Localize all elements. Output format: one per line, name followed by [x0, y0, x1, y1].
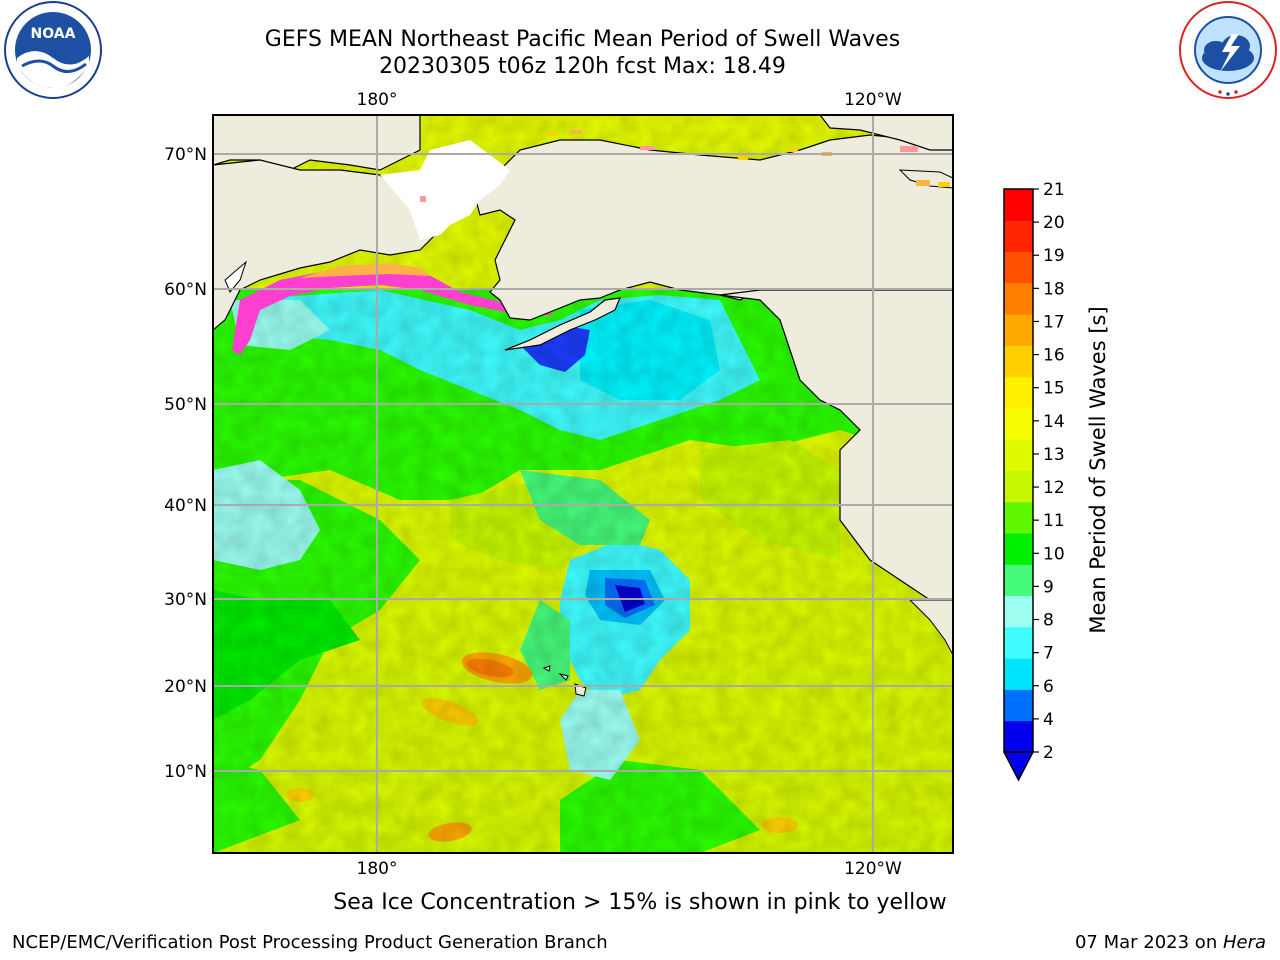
colorbar-tick-label: 13: [1043, 445, 1065, 465]
colorbar-tick-label: 7: [1043, 644, 1054, 664]
lon-label-bottom-120w: 120°W: [844, 859, 902, 879]
colorbar: 21 20 19 18 17 16 15 14 13 12 11 10 9 8 7 6 4 2: [1002, 180, 1065, 782]
colorbar-swatch: [1004, 439, 1033, 471]
footer-date-text: 07 Mar 2023 on: [1074, 932, 1223, 953]
colorbar-tick-label: 11: [1043, 511, 1065, 531]
colorbar-swatch: [1004, 189, 1033, 221]
colorbar-tick-label: 16: [1043, 346, 1065, 366]
colorbar-swatch: [1004, 314, 1033, 346]
colorbar-outline: [1003, 188, 1034, 753]
footer-host: Hera: [1222, 932, 1266, 953]
colorbar-swatch: [1004, 501, 1033, 534]
colorbar-label: Mean Period of Swell Waves [s]: [1086, 306, 1110, 633]
chart-title: GEFS MEAN Northeast Pacific Mean Period …: [264, 27, 901, 52]
colorbar-tick-label: 17: [1043, 312, 1065, 332]
colorbar-swatch: [1004, 658, 1033, 690]
footer-date: 07 Mar 2023 on Hera: [1075, 932, 1266, 953]
footer-credit: NCEP/EMC/Verification Post Processing Pr…: [12, 932, 608, 953]
noaa-logo: NOAA: [4, 1, 102, 99]
colorbar-tick-label: 4: [1043, 710, 1054, 730]
gridlines: [213, 115, 953, 853]
colorbar-tick-label: 9: [1043, 577, 1054, 597]
colorbar-tick-label: 20: [1043, 213, 1065, 233]
map-frame: [212, 114, 954, 854]
sea-ice-note: Sea Ice Concentration > 15% is shown in …: [0, 890, 1280, 915]
colorbar-tick-label: 10: [1043, 544, 1065, 564]
lat-label-70n: 70°N: [164, 145, 207, 165]
colorbar-tick-label: 15: [1043, 379, 1065, 399]
colorbar-swatch: [1004, 376, 1033, 409]
lat-label-10n: 10°N: [164, 762, 207, 782]
colorbar-tick-label: 8: [1043, 611, 1054, 631]
colorbar-swatch: [1004, 407, 1033, 440]
colorbar-swatch: [1004, 345, 1033, 378]
lat-label-40n: 40°N: [164, 496, 207, 516]
colorbar-tick-label: 21: [1043, 180, 1065, 200]
colorbar-swatch: [1004, 220, 1033, 253]
lat-label-20n: 20°N: [164, 677, 207, 697]
colorbar-tick-label: 2: [1043, 743, 1054, 763]
colorbar-swatch: [1004, 533, 1033, 565]
sea-ice-note-text: Sea Ice Concentration > 15% is shown in …: [333, 890, 947, 915]
colorbar-tick-label: 6: [1043, 677, 1054, 697]
colorbar-swatch: [1004, 564, 1033, 597]
map-field: [213, 115, 953, 853]
lat-label-50n: 50°N: [164, 395, 207, 415]
colorbar-swatch: [1004, 626, 1033, 659]
lon-label-top-120w: 120°W: [844, 90, 902, 110]
colorbar-tick-label: 12: [1043, 478, 1065, 498]
colorbar-swatch: [1004, 251, 1033, 284]
lon-label-top-180: 180°: [357, 90, 398, 110]
colorbar-swatch: [1004, 595, 1033, 628]
lat-label-60n: 60°N: [164, 280, 207, 300]
colorbar-swatch: [1004, 689, 1033, 722]
colorbar-tick-label: 19: [1043, 246, 1065, 266]
lon-label-bottom-180: 180°: [357, 859, 398, 879]
nws-logo: [1179, 1, 1277, 99]
chart-subtitle: 20230305 t06z 120h fcst Max: 18.49: [379, 54, 786, 79]
colorbar-swatch: [1004, 470, 1033, 503]
colorbar-swatch: [1004, 720, 1033, 753]
colorbar-tick-label: 18: [1043, 279, 1065, 299]
colorbar-tick-label: 14: [1043, 412, 1065, 432]
lat-label-30n: 30°N: [164, 590, 207, 610]
noaa-logo-text: NOAA: [31, 26, 76, 42]
colorbar-swatch: [1004, 282, 1033, 315]
colorbar-extend-min: [1002, 751, 1035, 782]
